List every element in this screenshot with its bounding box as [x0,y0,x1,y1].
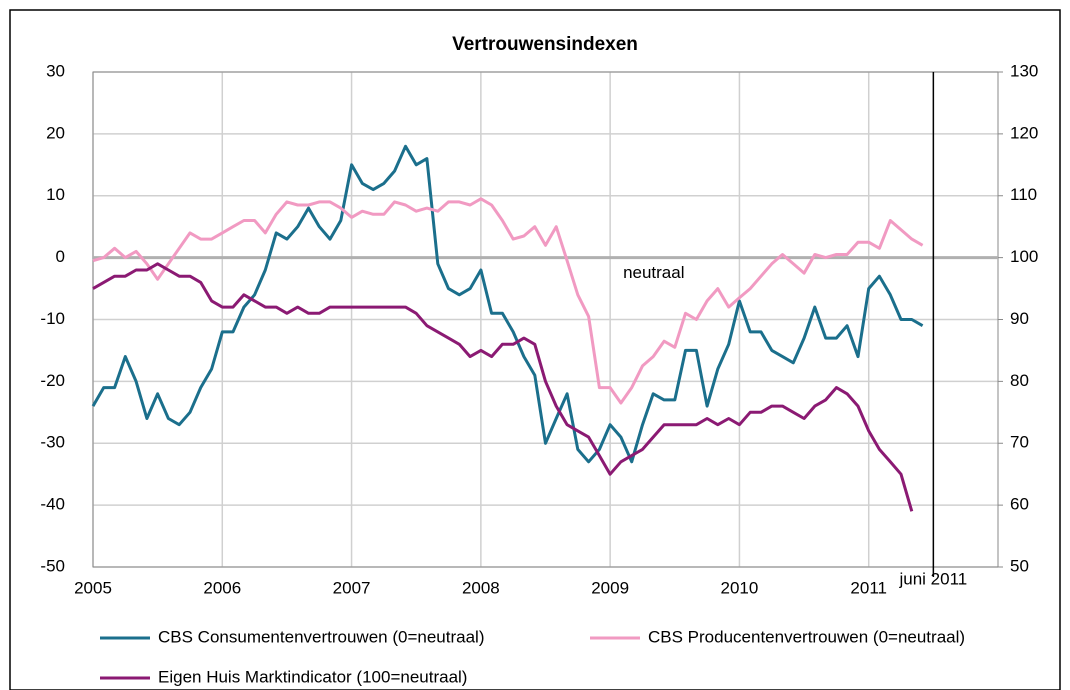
y-tick-label: -40 [40,495,65,514]
y-tick-label: -10 [40,309,65,328]
chart-title: Vertrouwensindexen [452,34,638,55]
legend-label: CBS Consumentenvertrouwen (0=neutraal) [158,627,484,646]
y-tick-label: 20 [46,123,65,142]
y2-tick-label: 120 [1010,123,1038,142]
x-tick-label: 2009 [591,578,629,597]
series-line [91,144,924,464]
y2-tick-label: 50 [1010,556,1029,575]
series-line [92,262,914,512]
y2-tick-label: 80 [1010,371,1029,390]
y2-tick-label: 100 [1010,247,1038,266]
x-tick-label: 2006 [203,578,241,597]
y-tick-label: -20 [40,371,65,390]
y-tick-label: -50 [40,556,65,575]
y-tick-label: -30 [40,433,65,452]
plot-area [92,71,999,568]
y-tick-label: 0 [56,247,65,266]
y2-tick-label: 110 [1010,185,1037,204]
marker-label: juni 2011 [898,569,967,588]
y2-tick-label: 70 [1010,433,1029,452]
y2-tick-label: 60 [1010,495,1029,514]
series-line [92,197,924,405]
y2-tick-label: 90 [1010,309,1029,328]
x-tick-label: 2010 [721,578,759,597]
neutral-label: neutraal [623,263,684,282]
x-tick-label: 2005 [74,578,112,597]
x-tick-label: 2008 [462,578,500,597]
legend-label: CBS Producentenvertrouwen (0=neutraal) [648,627,965,646]
x-tick-label: 2007 [333,578,371,597]
y2-tick-label: 130 [1010,61,1038,80]
legend-label: Eigen Huis Marktindicator (100=neutraal) [158,667,467,686]
x-tick-label: 2011 [850,578,887,597]
y-tick-label: 10 [46,185,65,204]
y-tick-label: 30 [46,61,65,80]
